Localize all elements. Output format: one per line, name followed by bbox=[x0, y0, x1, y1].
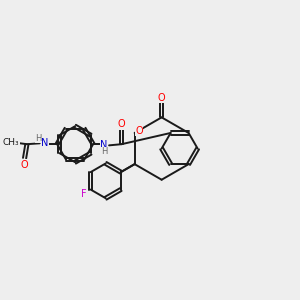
Text: N: N bbox=[100, 140, 108, 150]
Text: O: O bbox=[118, 119, 125, 129]
Text: F: F bbox=[81, 189, 86, 199]
Text: O: O bbox=[20, 160, 28, 170]
Text: O: O bbox=[135, 126, 143, 136]
Text: CH₃: CH₃ bbox=[3, 138, 20, 147]
Text: H: H bbox=[101, 147, 107, 156]
Text: O: O bbox=[158, 93, 165, 103]
Text: N: N bbox=[41, 138, 49, 148]
Text: H: H bbox=[35, 134, 42, 142]
